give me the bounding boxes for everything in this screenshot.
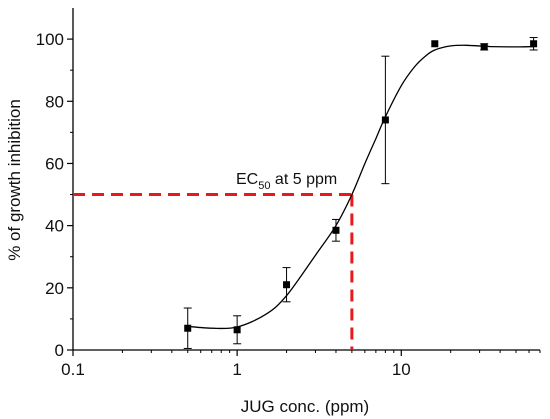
data-point [530, 40, 538, 48]
data-point [480, 43, 488, 51]
fit-curve [187, 44, 534, 330]
data-point [233, 326, 241, 334]
y-tick-label: 80 [45, 92, 64, 111]
y-tick-label: 100 [36, 30, 64, 49]
data-point [283, 281, 291, 289]
y-tick-label: 40 [45, 217, 64, 236]
data-point [184, 324, 192, 332]
error-bars [183, 37, 538, 349]
x-tick-label: 10 [392, 360, 411, 379]
y-axis-title: % of growth inhibition [5, 99, 24, 261]
x-axis-title: JUG conc. (ppm) [241, 397, 369, 416]
x-tick-label: 1 [232, 360, 241, 379]
data-point [381, 116, 389, 124]
axes [67, 8, 541, 356]
data-markers [184, 40, 538, 334]
tick-labels: 0 20 40 60 80 100 0.1 1 10 [36, 30, 411, 379]
data-point [431, 40, 439, 48]
ec50-guide-lines [73, 193, 354, 350]
y-tick-label: 0 [55, 341, 64, 360]
data-point [332, 226, 340, 234]
y-tick-label: 60 [45, 154, 64, 173]
ec50-annotation: EC50 at 5 ppm [236, 171, 337, 192]
fit-curve-line [187, 44, 534, 330]
x-tick-label: 0.1 [61, 360, 85, 379]
y-tick-label: 20 [45, 279, 64, 298]
